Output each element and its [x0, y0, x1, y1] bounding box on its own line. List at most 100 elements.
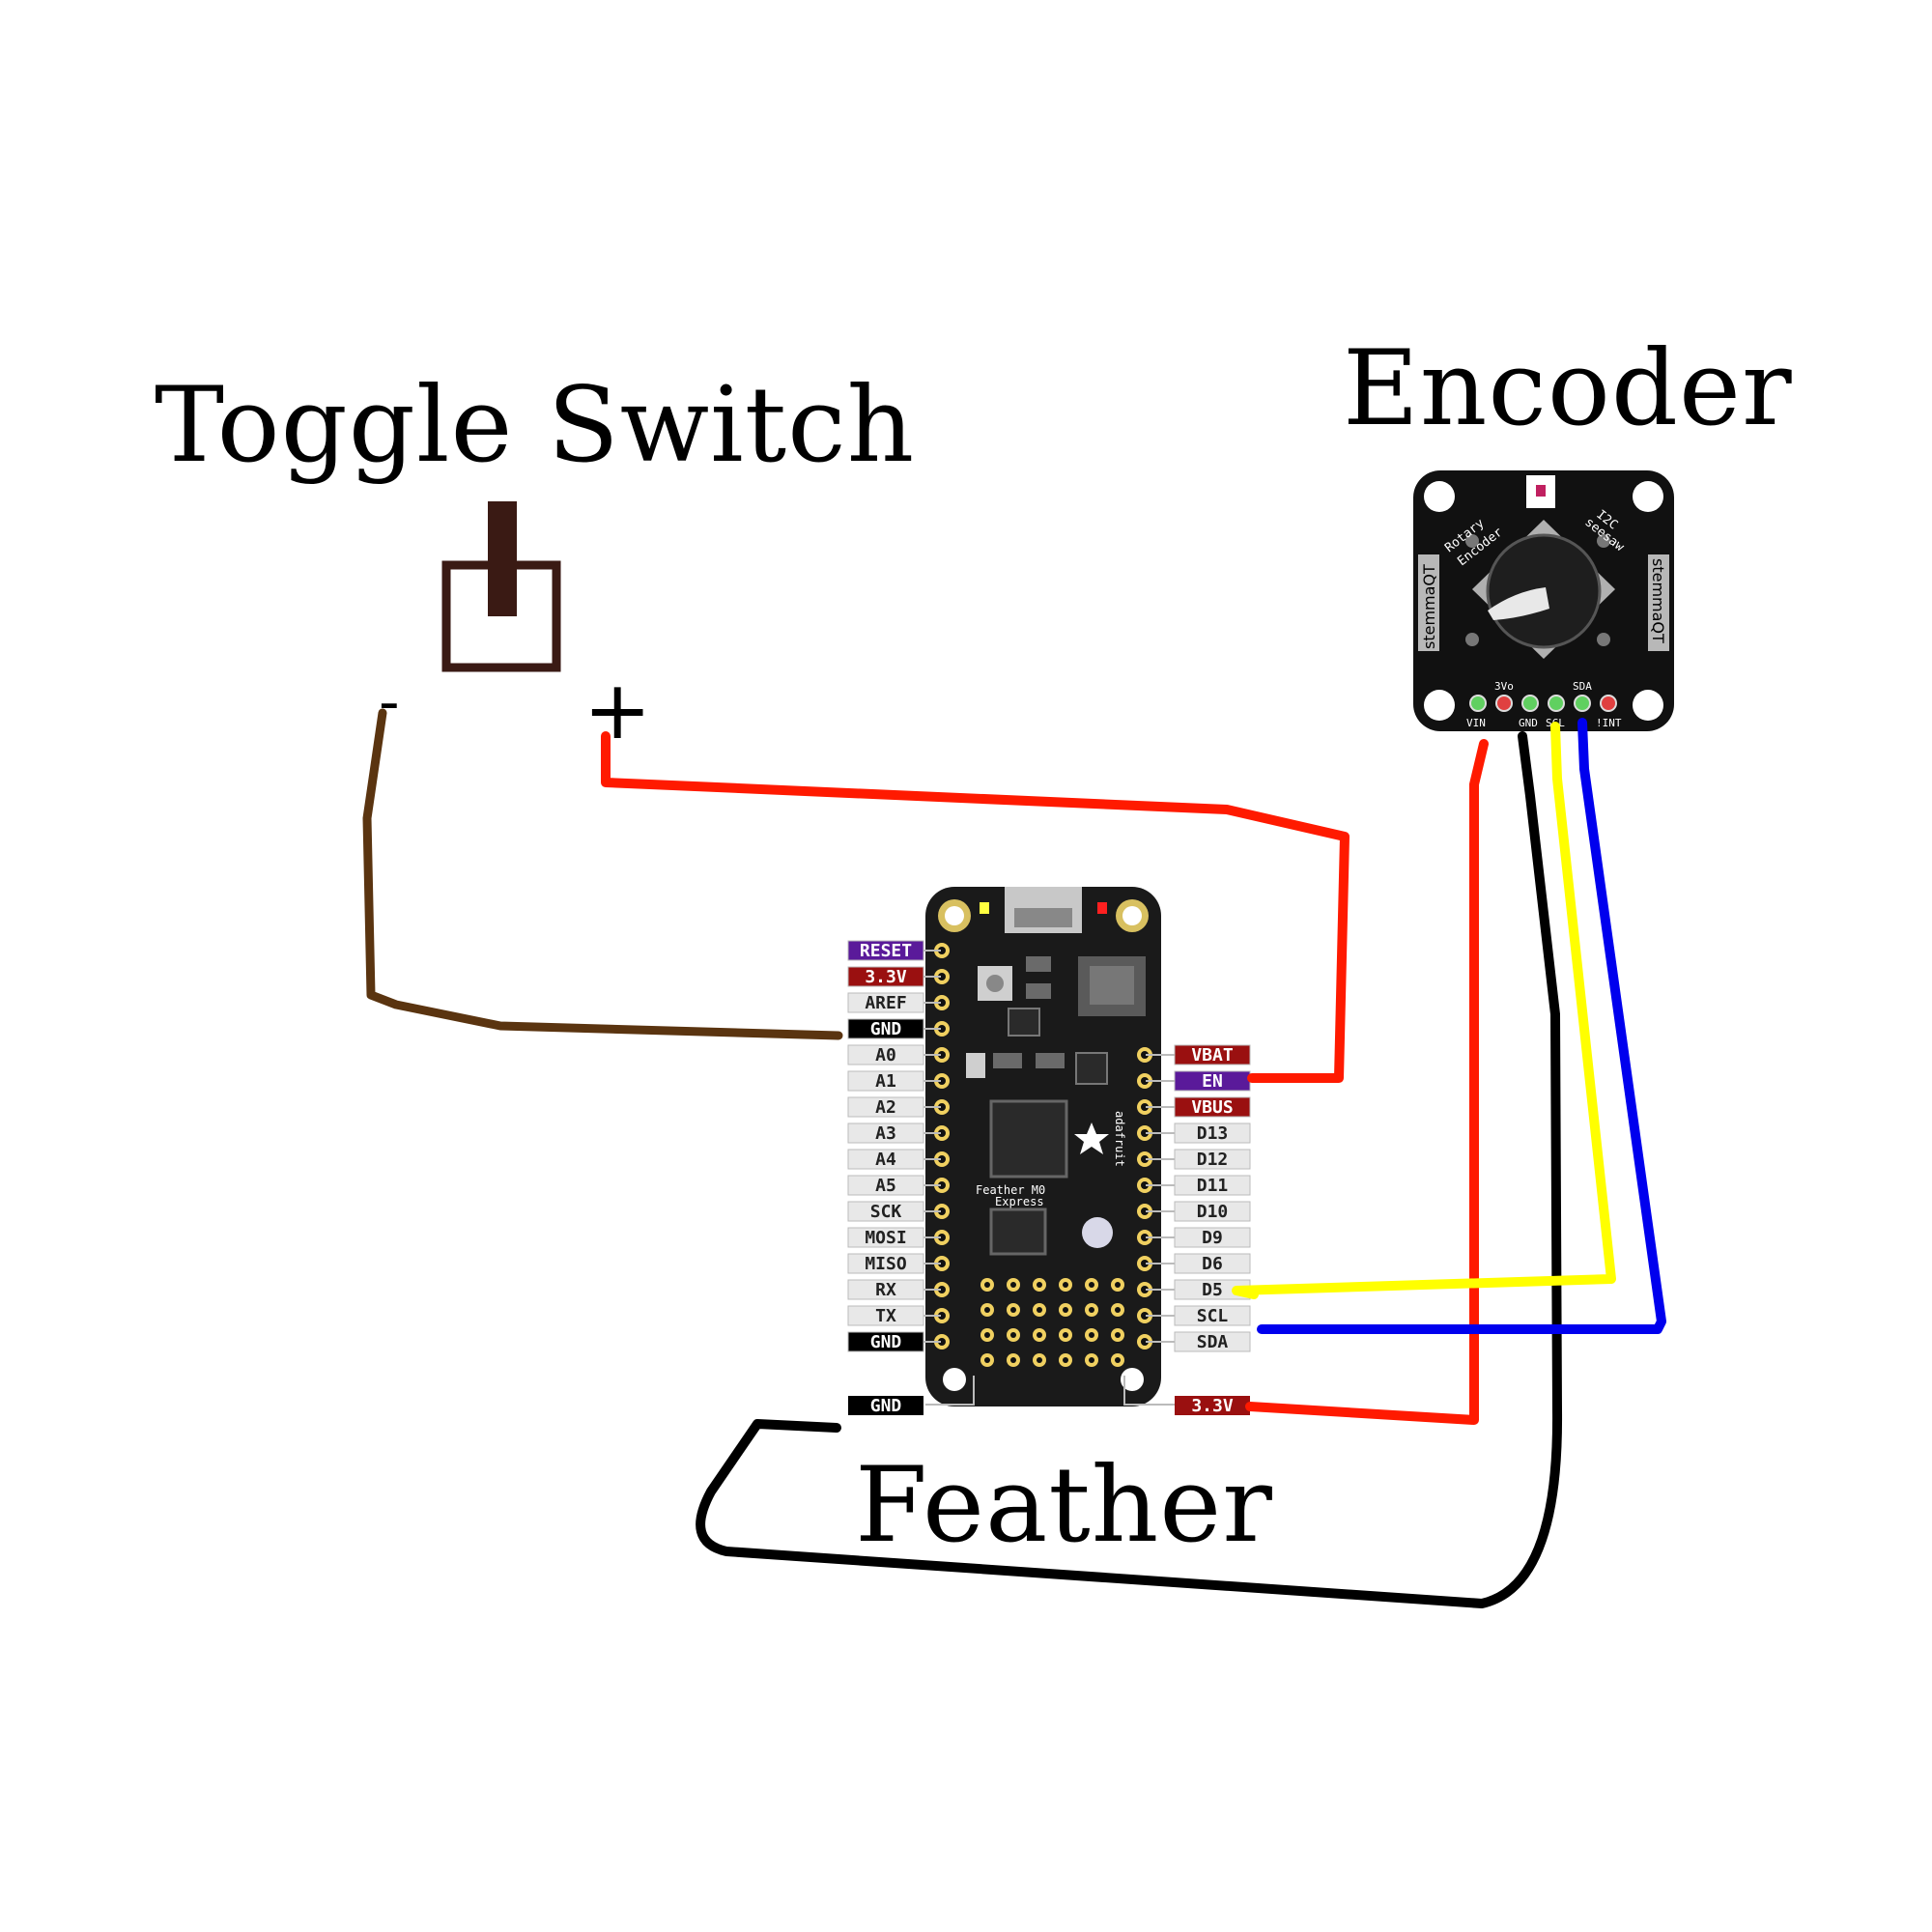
feather-right-pin: D12: [1146, 1149, 1251, 1170]
pin-label-box: [1174, 1149, 1251, 1170]
encoder-pin-label-int: !INT: [1596, 717, 1622, 729]
pin-label: D12: [1197, 1150, 1229, 1170]
feather-title: Feather: [855, 1445, 1273, 1566]
pin-label: GND: [870, 1332, 902, 1352]
stemma-right-connector: [1648, 554, 1669, 651]
feather-right-pin-labels: VBAT EN VBUS D13 D12 D11 D10 D9 D6 D5 SCL SDA: [1146, 1044, 1251, 1352]
pin-hole-center: [938, 1312, 946, 1320]
proto-hole-center: [1115, 1357, 1121, 1363]
pin-hole-center: [938, 1286, 946, 1293]
pin-label: D5: [1202, 1280, 1223, 1300]
encoder-pin-gnd: [1521, 695, 1539, 712]
pin-hole-center: [1141, 1234, 1149, 1241]
pin-label: TX: [875, 1306, 896, 1326]
encoder-pad: [1597, 534, 1610, 548]
encoder-pin-sda: [1574, 695, 1591, 712]
wires: [362, 708, 1666, 1608]
proto-hole-center: [1010, 1357, 1016, 1363]
smd-component: [966, 1053, 985, 1078]
pin-hole-center: [938, 1260, 946, 1267]
smd-component: [1026, 983, 1051, 999]
bottom-3v3-pin-box: [1175, 1396, 1250, 1415]
encoder-pin-label-3vo: 3Vo: [1494, 680, 1514, 693]
pin-label: SCK: [870, 1202, 902, 1222]
feather-left-pin: GND: [847, 1018, 941, 1039]
pin-label: MISO: [865, 1254, 907, 1274]
feather-mount-hole: [1121, 1368, 1144, 1391]
encoder-pin-3vo: [1495, 695, 1513, 712]
proto-hole-center: [1010, 1332, 1016, 1338]
pin-label-box: [847, 1331, 924, 1352]
adafruit-logo: [1074, 1122, 1109, 1154]
feather-left-pin: A4: [847, 1149, 941, 1170]
wire-switch-plus-to-en: [601, 731, 1350, 1083]
pin-hole-center: [938, 1181, 946, 1189]
pin-label: RESET: [860, 941, 912, 961]
encoder-pin-int: [1600, 695, 1617, 712]
pin-label-box: [847, 1122, 924, 1144]
encoder-pad: [1465, 534, 1479, 548]
pin-label: D11: [1197, 1176, 1229, 1196]
pin-hole-center: [938, 1051, 946, 1059]
proto-hole-center: [1010, 1307, 1016, 1313]
feather-left-pin: MISO: [847, 1253, 941, 1274]
wire-switch-minus-to-gnd: [362, 708, 843, 1040]
pin-label-box: [847, 966, 924, 987]
feather-right-pin: D6: [1146, 1253, 1251, 1274]
proto-hole-center: [984, 1307, 990, 1313]
pin-label: 3.3V: [865, 967, 907, 987]
pin-hole-center: [1141, 1312, 1149, 1320]
pin-hole-center: [938, 947, 946, 954]
proto-hole-center: [1063, 1307, 1068, 1313]
pin-label-box: [847, 1201, 924, 1222]
pin-label-box: [847, 1175, 924, 1196]
toggle-switch-minus-label: -: [379, 668, 400, 736]
stemma-left-connector: [1418, 554, 1439, 651]
feather-bottom-pins: GND 3.3V: [848, 1376, 1250, 1416]
feather-left-pin: 3.3V: [847, 966, 941, 987]
encoder-pin-vin: [1469, 695, 1487, 712]
encoder-mount-hole: [1633, 690, 1663, 721]
board-name-silk: Feather M0: [976, 1183, 1045, 1197]
pin-label-box: [1174, 1331, 1251, 1352]
proto-hole-center: [984, 1357, 990, 1363]
encoder-title: Encoder: [1343, 328, 1793, 449]
feather-left-pin: A2: [847, 1096, 941, 1118]
pin-label: AREF: [865, 993, 906, 1013]
feather-mount-hole: [943, 1368, 966, 1391]
pin-label-box: [1174, 1305, 1251, 1326]
toggle-switch-title: Toggle Switch: [155, 365, 916, 486]
pin-hole-center: [1141, 1155, 1149, 1163]
toggle-switch-lever: [488, 501, 517, 616]
pin-label: D13: [1197, 1123, 1229, 1144]
pin-label-box: [1174, 1122, 1251, 1144]
encoder-mount-hole: [1424, 481, 1455, 512]
feather-mount-hole: [945, 906, 964, 925]
pin-hole-center: [1141, 1208, 1149, 1215]
pin-hole-center: [1141, 1260, 1149, 1267]
neopixel: [1082, 1217, 1113, 1248]
pin-label-box: [847, 1305, 924, 1326]
battery-connector-inner: [1090, 966, 1134, 1005]
bottom-3v3-pin-label: 3.3V: [1191, 1396, 1234, 1416]
flash-chip: [989, 1208, 1047, 1256]
toggle-switch-symbol: [441, 501, 561, 672]
encoder-pad: [1597, 633, 1610, 646]
feather-right-pin: D10: [1146, 1201, 1251, 1222]
stemma-left-label: stemmaQT: [1420, 564, 1438, 649]
proto-hole-center: [1089, 1357, 1094, 1363]
pin-hole-center: [1141, 1051, 1149, 1059]
feather-left-pin: RESET: [847, 940, 941, 961]
bottom-gnd-leader: [925, 1376, 975, 1406]
pin-hole-center: [938, 973, 946, 980]
pin-label-box: [1174, 1044, 1251, 1065]
pin-label-box: [847, 1279, 924, 1300]
feather-left-pin: SCK: [847, 1201, 941, 1222]
bottom-gnd-pin-box: [848, 1396, 923, 1415]
feather-left-pin: AREF: [847, 992, 941, 1013]
toggle-switch-plus-label: +: [583, 663, 652, 757]
pin-label: A5: [875, 1176, 896, 1196]
proto-hole-center: [1115, 1332, 1121, 1338]
pin-label-box: [847, 1227, 924, 1248]
